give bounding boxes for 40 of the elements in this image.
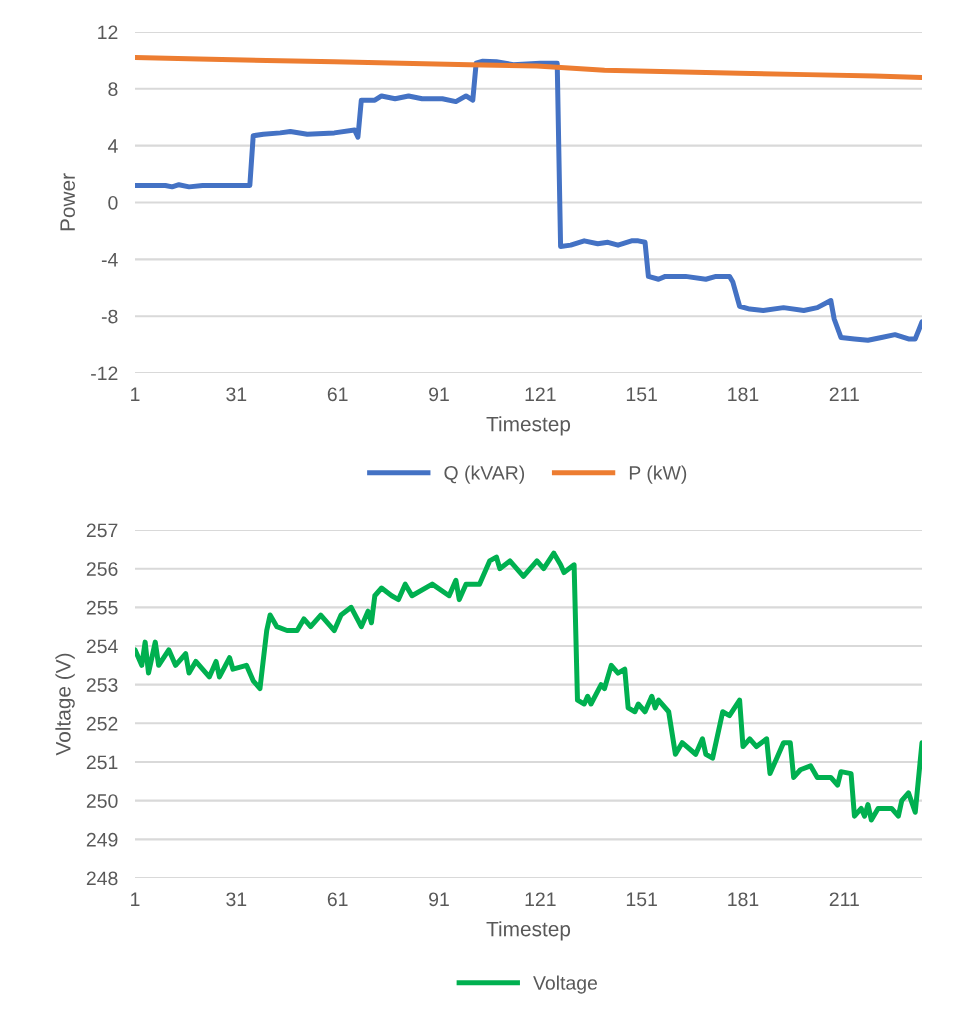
x-tick-label: 121 <box>525 387 556 401</box>
y-tick-label: -12 <box>91 366 118 381</box>
y-tick-label: 255 <box>86 600 118 615</box>
y-tick-label: 251 <box>86 755 118 770</box>
x-tick-label: 31 <box>226 892 247 907</box>
y-tick-label: 4 <box>107 139 118 153</box>
x-tick-label: 31 <box>226 387 247 402</box>
y-tick-label: 8 <box>108 82 118 97</box>
y-axis-title: Power <box>60 173 75 231</box>
x-tick-label: 1 <box>131 387 140 401</box>
y-tick-label: 257 <box>86 523 118 538</box>
y-tick-label: 256 <box>86 562 118 576</box>
y-tick-label: 253 <box>86 678 118 692</box>
y-tick-label: 254 <box>86 639 118 654</box>
x-tick-label: 1 <box>131 892 140 906</box>
x-tick-label: 151 <box>626 387 657 402</box>
x-tick-label: 91 <box>429 892 449 907</box>
y-tick-label: -8 <box>101 309 118 324</box>
x-tick-label: 181 <box>728 387 759 402</box>
y-tick-label: 12 <box>98 25 118 40</box>
legend-label: Voltage <box>533 975 598 994</box>
x-tick-label: 61 <box>327 892 348 907</box>
y-tick-label: 250 <box>86 794 118 808</box>
x-tick-label: 211 <box>829 892 859 906</box>
y-tick-label: 252 <box>86 716 118 731</box>
x-tick-label: 151 <box>626 892 657 907</box>
y-tick-label: -4 <box>101 253 118 267</box>
x-tick-label: 181 <box>728 892 759 907</box>
x-tick-label: 91 <box>429 387 449 402</box>
y-tick-label: 0 <box>108 195 118 210</box>
y-tick-label: 248 <box>86 871 118 886</box>
y-axis-title: Voltage (V) <box>55 653 75 756</box>
legend-label: P (kW) <box>629 465 687 484</box>
x-axis-title: Timestep <box>486 921 571 941</box>
x-axis-title: Timestep <box>486 416 571 436</box>
legend-label: Q (kVAR) <box>444 465 525 484</box>
x-tick-label: 61 <box>327 387 348 402</box>
y-tick-label: 249 <box>86 832 118 847</box>
x-tick-label: 211 <box>829 387 859 401</box>
x-tick-label: 121 <box>525 892 556 906</box>
